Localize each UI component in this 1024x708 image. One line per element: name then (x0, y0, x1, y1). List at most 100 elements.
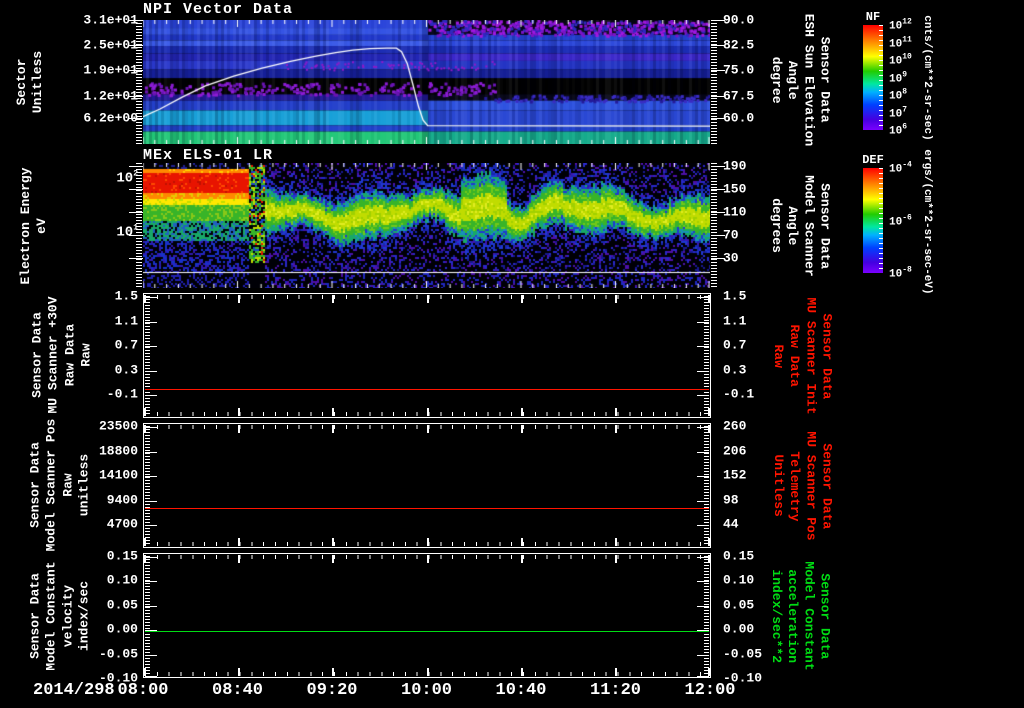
tick-label: -0.10 (99, 671, 138, 686)
tick-label: 1012 (889, 18, 912, 33)
tick-label: -0.05 (99, 646, 138, 661)
model-scanner-pos-plot (143, 423, 711, 548)
major-tick-top (427, 425, 429, 433)
x-axis-tick-label: 08:40 (212, 681, 263, 700)
major-tick-left (145, 630, 157, 631)
major-tick (129, 118, 143, 119)
red-data-line (145, 389, 709, 390)
tick-label: 98 (723, 492, 739, 507)
tick-label: 30 (723, 251, 739, 266)
major-tick-bottom (332, 538, 334, 546)
panel2-right-axis-label: Sensor Data Model Scanner Angle degrees (768, 175, 833, 276)
tick-label: 14100 (99, 468, 138, 483)
major-tick-bottom (615, 668, 617, 676)
tick-label: 9400 (107, 492, 138, 507)
green-data-line (145, 631, 709, 632)
tick-label: 110 (723, 205, 746, 220)
tick-label: 0.15 (723, 549, 754, 564)
minor-ticks-left (145, 556, 150, 675)
tick-label: 1010 (889, 53, 912, 68)
major-tick-right (697, 655, 709, 656)
tick-label: 10-6 (889, 213, 912, 228)
panel3-left-axis-label: Sensor Data MU Scanner +30V Raw Data Raw (30, 296, 95, 413)
major-tick (711, 45, 725, 46)
major-tick (711, 70, 725, 71)
major-tick-top (708, 555, 710, 563)
major-tick-top (708, 425, 710, 433)
panel1-title: NPI Vector Data (143, 1, 293, 18)
major-tick-top (427, 555, 429, 563)
x-axis-tick-label: 10:00 (401, 681, 452, 700)
minor-ticks-right (704, 426, 709, 545)
tick-label: 0.15 (107, 549, 138, 564)
tick-label: 75.0 (723, 62, 754, 77)
major-tick-bottom (521, 408, 523, 416)
major-tick-bottom (144, 408, 146, 416)
major-tick (129, 166, 143, 167)
major-tick (711, 118, 725, 119)
major-tick-bottom (332, 408, 334, 416)
major-tick (129, 258, 143, 259)
major-tick-right (697, 395, 709, 396)
major-tick-right (697, 371, 709, 372)
major-tick-bottom (427, 538, 429, 546)
tick-label: 108 (889, 88, 907, 103)
panel2-left-axis-label: Electron Energy eV (18, 167, 51, 284)
tick-label: 150 (723, 182, 746, 197)
major-tick (129, 70, 143, 71)
major-tick-left (145, 322, 157, 323)
major-tick-top (615, 555, 617, 563)
colorbar-def-ticks-comb (879, 168, 883, 273)
colorbar-nf-ticks-comb (879, 25, 883, 130)
major-tick-left (145, 476, 157, 477)
major-tick-top (427, 295, 429, 303)
major-tick (129, 235, 143, 236)
panel4-right-axis-label: Sensor Data MU Scanner Pos Telemetry Uni… (770, 431, 835, 540)
major-tick (711, 212, 725, 213)
major-tick-right (697, 630, 709, 631)
major-tick-bottom (427, 668, 429, 676)
tick-label: 90.0 (723, 13, 754, 28)
major-tick-left (145, 581, 157, 582)
minor-ticks-right (704, 296, 709, 415)
major-tick (711, 96, 725, 97)
major-tick-bottom (708, 408, 710, 416)
tick-label: 4700 (107, 517, 138, 532)
major-tick-left (145, 371, 157, 372)
panel5-right-axis-label: Sensor Data Model Constant acceleration … (768, 561, 833, 670)
major-tick-left (145, 427, 157, 428)
x-axis-tick-label: 11:20 (590, 681, 641, 700)
major-tick-top (615, 295, 617, 303)
panel1-right-axis-label: Sensor Data ESH Sun Elevation Angle degr… (768, 14, 833, 147)
els-spectrogram-image (143, 163, 710, 288)
tick-label: 206 (723, 443, 746, 458)
tick-label: 0.7 (723, 338, 746, 353)
major-tick-top (332, 295, 334, 303)
npi-spectrogram-image (143, 20, 710, 144)
major-tick-right (697, 606, 709, 607)
tick-label: -0.1 (723, 387, 754, 402)
major-tick-top (615, 425, 617, 433)
tick-label: 0.05 (107, 597, 138, 612)
major-tick-top (521, 425, 523, 433)
tick-label: 0.10 (107, 573, 138, 588)
tick-label: 1.5 (723, 289, 746, 304)
major-tick-left (145, 606, 157, 607)
major-tick-bottom (238, 408, 240, 416)
panel1-right-axis-comb (711, 20, 717, 144)
major-tick-top (238, 295, 240, 303)
panel3-right-axis-label: Sensor Data MU Scanner Init Raw Data Raw (770, 297, 835, 414)
tick-label: -0.10 (723, 671, 762, 686)
major-tick-bottom (615, 408, 617, 416)
x-axis-tick-label: 09:20 (306, 681, 357, 700)
colorbar-def (863, 168, 883, 273)
major-tick-top (708, 295, 710, 303)
panel2-title: MEx ELS-01 LR (143, 147, 273, 164)
tick-label: 101 (116, 224, 138, 241)
tick-label: -0.1 (107, 387, 138, 402)
major-tick (711, 258, 725, 259)
major-tick-left (145, 676, 157, 677)
major-tick (711, 189, 725, 190)
tick-label: 260 (723, 419, 746, 434)
tick-label: 82.5 (723, 37, 754, 52)
